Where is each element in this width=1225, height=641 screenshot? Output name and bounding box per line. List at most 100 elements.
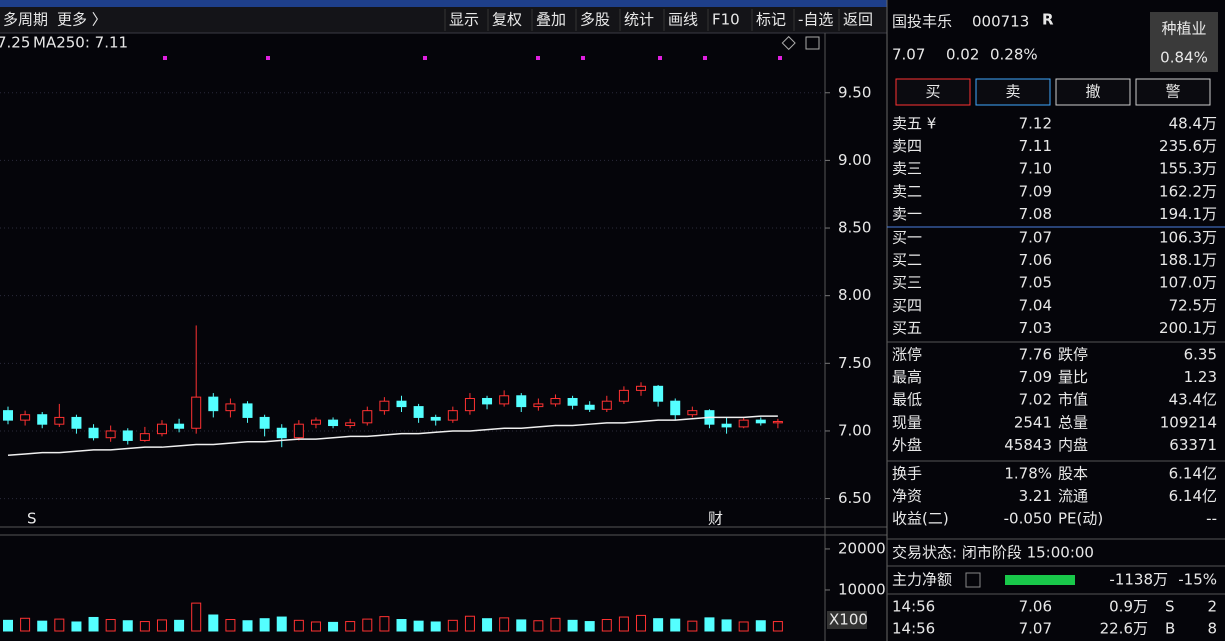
stat-label: 股本 xyxy=(1058,465,1088,483)
candle-body xyxy=(225,403,236,412)
toolbar-button[interactable]: 画线 xyxy=(668,11,698,29)
stat-value: 7.09 xyxy=(1019,368,1052,386)
candle-body xyxy=(430,416,441,421)
book-volume: 200.1万 xyxy=(1159,319,1217,337)
candle-body xyxy=(88,427,99,439)
candle-body xyxy=(191,396,202,429)
book-price: 7.04 xyxy=(1019,296,1052,314)
candle-body xyxy=(533,403,544,408)
toolbar-button[interactable]: 复权 xyxy=(492,11,522,29)
book-label: 买四 xyxy=(892,296,922,314)
action-label[interactable]: 买 xyxy=(925,83,940,101)
book-volume: 155.3万 xyxy=(1159,160,1217,178)
stat-label: 收益(二) xyxy=(892,510,949,528)
event-markers xyxy=(163,56,782,60)
book-label: 卖三 xyxy=(892,160,922,178)
badge: R xyxy=(1042,11,1054,29)
candle-body xyxy=(601,400,612,410)
volume-bar xyxy=(293,619,304,632)
book-label: 卖二 xyxy=(892,182,922,200)
volume-bar xyxy=(276,616,287,632)
action-button[interactable] xyxy=(975,78,1051,106)
candle-body xyxy=(174,423,185,429)
tick-count: 8 xyxy=(1207,620,1217,638)
tick-count: 2 xyxy=(1207,598,1217,616)
toolbar-button[interactable]: F10 xyxy=(712,11,740,29)
toolbar-button[interactable]: -自选 xyxy=(798,11,833,29)
stock-name: 国投丰乐 xyxy=(892,13,952,31)
netflow-amount: -1138万 xyxy=(1109,571,1168,589)
y-tick-label: 8.00 xyxy=(838,286,871,304)
volume-tick-label: 10000 xyxy=(838,580,886,598)
event-dot xyxy=(536,56,540,60)
candle-body xyxy=(636,385,647,391)
action-button[interactable] xyxy=(1055,78,1131,106)
volume-bar xyxy=(328,621,339,632)
candle-body xyxy=(139,433,150,441)
book-volume: 194.1万 xyxy=(1159,205,1217,223)
volume-bar xyxy=(687,620,698,632)
legend-text: 7.25 xyxy=(0,34,30,52)
book-price: 7.09 xyxy=(1019,182,1052,200)
netflow-bar xyxy=(1005,575,1075,585)
event-dot xyxy=(658,56,662,60)
icon-panel[interactable] xyxy=(805,36,820,50)
change: 0.02 xyxy=(946,46,979,64)
candle-body xyxy=(310,419,321,425)
volume-bar xyxy=(71,621,82,632)
candle-body xyxy=(567,397,578,406)
book-volume: 48.4万 xyxy=(1169,115,1217,133)
book-volume: 162.2万 xyxy=(1159,182,1217,200)
volume-bar xyxy=(721,619,732,632)
action-label[interactable]: 撤 xyxy=(1085,83,1100,101)
stat-label: 量比 xyxy=(1058,368,1088,386)
volume-bar xyxy=(88,616,99,632)
volume-bar xyxy=(738,621,749,632)
volume-bar xyxy=(499,617,510,632)
toolbar-button[interactable]: 标记 xyxy=(756,11,786,29)
candle-body xyxy=(447,410,458,421)
action-button[interactable] xyxy=(1135,78,1211,106)
volume-bar xyxy=(122,620,133,632)
candle-body xyxy=(242,403,253,418)
stat-value: 7.76 xyxy=(1019,346,1052,364)
action-label[interactable]: 警 xyxy=(1165,83,1180,101)
book-volume: 106.3万 xyxy=(1159,229,1217,247)
book-label: 买三 xyxy=(892,274,922,292)
book-price: 7.03 xyxy=(1019,319,1052,337)
candle-body xyxy=(550,397,561,405)
candle-body xyxy=(687,410,698,416)
stat-value: 1.78% xyxy=(1004,465,1052,483)
volume-bar xyxy=(464,615,475,632)
legend-text: MA250: 7.11 xyxy=(33,34,128,52)
action-label[interactable]: 卖 xyxy=(1005,83,1020,101)
toolbar-button[interactable]: 显示 xyxy=(449,11,479,29)
book-volume: 235.6万 xyxy=(1159,137,1217,155)
stat-value: 6.14亿 xyxy=(1169,465,1217,483)
change-pct: 0.28% xyxy=(990,46,1038,64)
toolbar-button[interactable]: 统计 xyxy=(624,11,654,29)
volume-tick-label: 20000 xyxy=(838,539,886,557)
sector-box[interactable] xyxy=(1150,12,1218,72)
volume-bar xyxy=(601,619,612,632)
ma250-line xyxy=(7,415,778,457)
y-tick-label: 9.50 xyxy=(838,83,871,101)
candle-body xyxy=(584,404,595,410)
volume-bar xyxy=(242,620,253,632)
toolbar-button[interactable]: 返回 xyxy=(843,11,873,29)
stat-value: -- xyxy=(1206,510,1217,528)
candle-body xyxy=(328,419,339,427)
volume-bar xyxy=(413,620,424,632)
toolbar-button[interactable]: 多股 xyxy=(580,11,610,29)
candle-body xyxy=(516,395,527,408)
book-label: 卖四 xyxy=(892,137,922,155)
action-button[interactable] xyxy=(895,78,971,106)
candle-body xyxy=(772,420,783,424)
candle-body xyxy=(345,422,356,427)
volume-bar xyxy=(259,618,270,632)
icon-diamond[interactable] xyxy=(781,35,796,51)
event-dot xyxy=(266,56,270,60)
candle-body xyxy=(362,410,373,424)
netflow-icon[interactable] xyxy=(965,572,981,588)
toolbar-button[interactable]: 叠加 xyxy=(536,11,566,29)
